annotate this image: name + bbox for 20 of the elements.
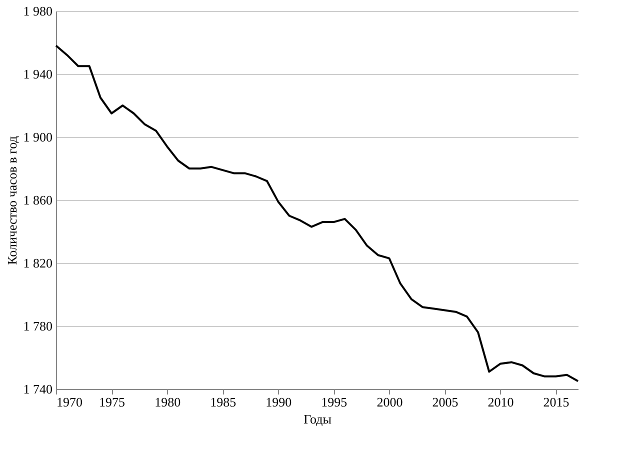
y-tick-label: 1 860 [23, 192, 52, 208]
x-tick-label: 1995 [321, 394, 348, 410]
x-tick-label: 1980 [154, 394, 181, 410]
line-series [55, 44, 579, 382]
x-tick-label: 1985 [210, 394, 236, 410]
x-tick-label: 2010 [488, 394, 514, 410]
x-tick-label: 2005 [432, 394, 458, 410]
y-tick-label: 1 900 [23, 130, 52, 144]
x-tick-label: 1975 [99, 394, 126, 410]
y-tick-label: 1 740 [23, 382, 52, 396]
y-tick-label: 1 980 [23, 4, 52, 18]
x-axis-title: Годы [304, 412, 332, 426]
y-tick-label: 1 780 [23, 318, 52, 334]
x-tick-label: 2000 [376, 394, 403, 410]
x-tick-label: 1970 [56, 394, 82, 410]
x-tick-label: 2015 [543, 394, 570, 410]
y-tick-label: 1 940 [23, 66, 52, 82]
x-tick-label: 1990 [266, 394, 292, 410]
y-tick-label: 1 820 [23, 256, 52, 270]
y-axis-title: Количество часов в год [4, 136, 20, 265]
